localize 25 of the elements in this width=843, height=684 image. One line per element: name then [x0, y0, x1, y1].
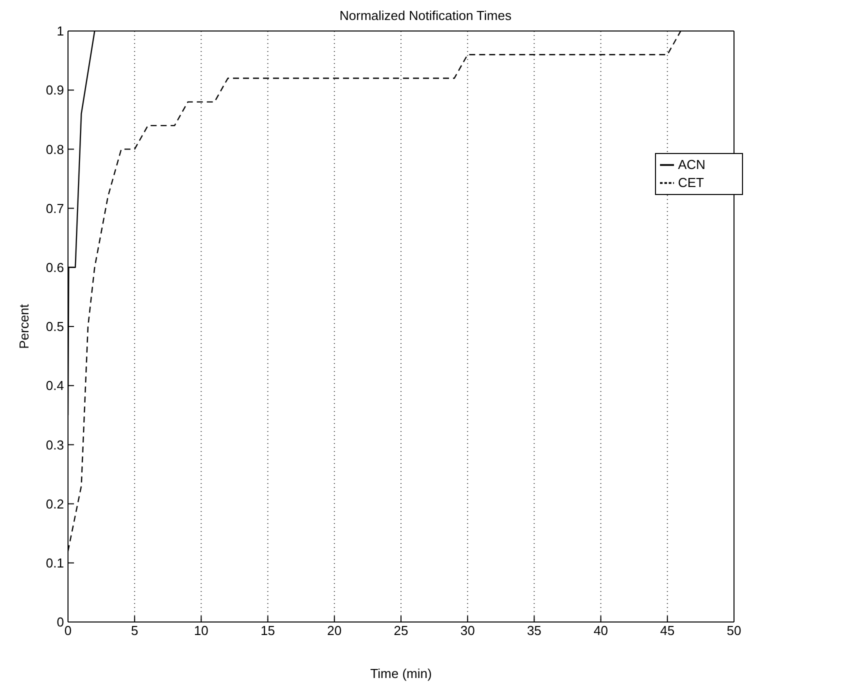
x-tick-label: 40 [594, 623, 608, 638]
y-tick-label: 0.1 [46, 556, 64, 571]
x-tick-label: 35 [526, 623, 542, 638]
y-tick-label: 0.6 [46, 260, 64, 276]
y-tick-label: 0.2 [46, 496, 64, 512]
x-axis-title: Time (min) [370, 666, 432, 681]
y-tick-label: 0.9 [46, 82, 64, 98]
x-tick-label: 25 [394, 623, 408, 638]
y-tick-label: 0.7 [46, 200, 64, 216]
legend-label: CET [678, 175, 704, 190]
x-tick-label: 30 [460, 623, 475, 638]
x-tick-label: 50 [726, 623, 742, 638]
x-tick-label: 5 [130, 623, 138, 638]
x-tick-label: 15 [260, 623, 276, 638]
x-tick-label: 20 [327, 623, 342, 638]
y-tick-label: 1 [56, 24, 64, 39]
y-tick-label: 0.8 [46, 142, 64, 157]
chart-title: Normalized Notification Times [338, 8, 512, 23]
y-tick-label: 0.3 [46, 437, 64, 452]
legend-label: ACN [678, 157, 706, 172]
y-axis-title: Percent [16, 304, 32, 349]
y-tick-label: 0.5 [46, 319, 64, 334]
y-tick-label: 0.4 [46, 378, 64, 394]
x-tick-label: 10 [194, 623, 208, 638]
x-tick-label: 45 [660, 623, 675, 638]
